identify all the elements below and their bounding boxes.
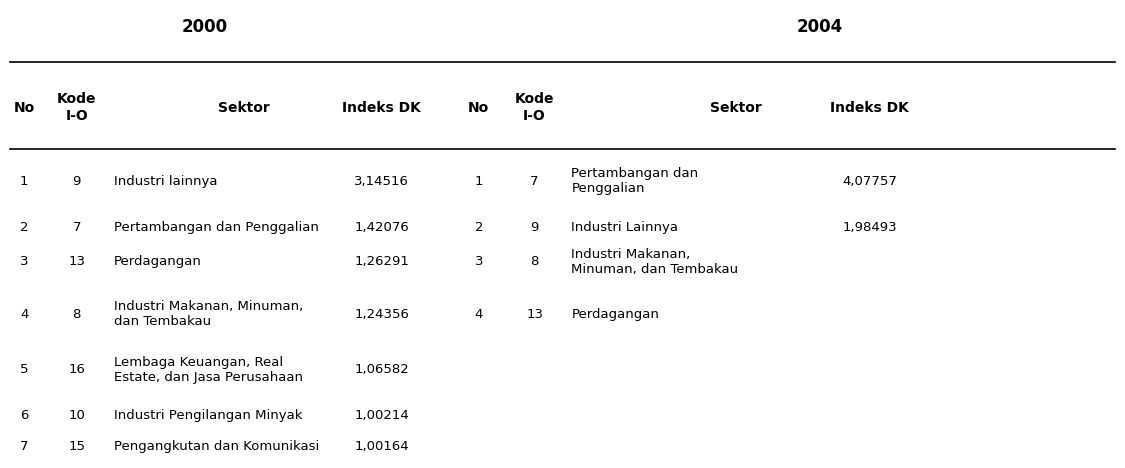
Text: 1,00164: 1,00164: [354, 440, 408, 453]
Text: 3,14516: 3,14516: [354, 175, 410, 188]
Text: 3: 3: [475, 255, 483, 268]
Text: 4,07757: 4,07757: [843, 175, 897, 188]
Text: 1,24356: 1,24356: [354, 308, 410, 321]
Text: Sektor: Sektor: [218, 101, 270, 115]
Text: 1,42076: 1,42076: [354, 220, 410, 234]
Text: 3: 3: [20, 255, 28, 268]
Text: 1,26291: 1,26291: [354, 255, 410, 268]
Text: 13: 13: [526, 308, 543, 321]
Text: Lembaga Keuangan, Real
Estate, dan Jasa Perusahaan: Lembaga Keuangan, Real Estate, dan Jasa …: [114, 356, 303, 384]
Text: Industri Lainnya: Industri Lainnya: [572, 220, 678, 234]
Text: Industri Makanan,
Minuman, dan Tembakau: Industri Makanan, Minuman, dan Tembakau: [572, 248, 738, 276]
Text: 15: 15: [69, 440, 86, 453]
Text: 8: 8: [530, 255, 539, 268]
Text: 10: 10: [69, 409, 86, 422]
Text: 1,98493: 1,98493: [843, 220, 897, 234]
Text: 16: 16: [69, 363, 86, 376]
Text: 13: 13: [69, 255, 86, 268]
Text: Kode
I-O: Kode I-O: [57, 93, 97, 123]
Text: Kode
I-O: Kode I-O: [515, 93, 555, 123]
Text: 1,00214: 1,00214: [354, 409, 410, 422]
Text: Sektor: Sektor: [710, 101, 762, 115]
Text: 1: 1: [475, 175, 483, 188]
Text: 1,06582: 1,06582: [354, 363, 410, 376]
Text: 7: 7: [20, 440, 28, 453]
Text: Pertambangan dan
Penggalian: Pertambangan dan Penggalian: [572, 167, 699, 195]
Text: Perdagangan: Perdagangan: [572, 308, 659, 321]
Text: 5: 5: [20, 363, 28, 376]
Text: Perdagangan: Perdagangan: [114, 255, 201, 268]
Text: 9: 9: [530, 220, 539, 234]
Text: Industri Pengilangan Minyak: Industri Pengilangan Minyak: [114, 409, 303, 422]
Text: 2: 2: [475, 220, 483, 234]
Text: 4: 4: [20, 308, 28, 321]
Text: 2: 2: [20, 220, 28, 234]
Text: 2000: 2000: [182, 18, 228, 36]
Text: 8: 8: [73, 308, 81, 321]
Text: No: No: [468, 101, 489, 115]
Text: 9: 9: [73, 175, 81, 188]
Text: 2004: 2004: [796, 18, 843, 36]
Text: 6: 6: [20, 409, 28, 422]
Text: 1: 1: [20, 175, 28, 188]
Text: Pengangkutan dan Komunikasi: Pengangkutan dan Komunikasi: [114, 440, 318, 453]
Text: 4: 4: [475, 308, 483, 321]
Text: Indeks DK: Indeks DK: [342, 101, 421, 115]
Text: Pertambangan dan Penggalian: Pertambangan dan Penggalian: [114, 220, 318, 234]
Text: Industri lainnya: Industri lainnya: [114, 175, 217, 188]
Text: Industri Makanan, Minuman,
dan Tembakau: Industri Makanan, Minuman, dan Tembakau: [114, 300, 303, 329]
Text: 7: 7: [72, 220, 81, 234]
Text: No: No: [14, 101, 35, 115]
Text: Indeks DK: Indeks DK: [830, 101, 909, 115]
Text: 7: 7: [530, 175, 539, 188]
